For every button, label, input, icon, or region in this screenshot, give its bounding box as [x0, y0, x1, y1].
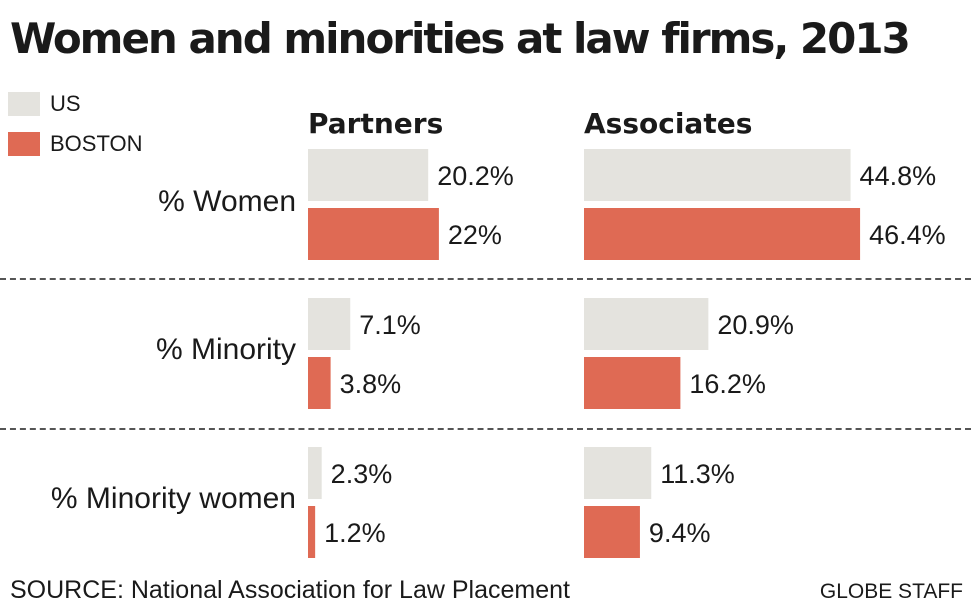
panel-header-partners: Partners [308, 107, 444, 140]
bar-value-label: 44.8% [860, 161, 937, 191]
legend-label-us: US [50, 91, 81, 116]
bar-us-associates-1 [584, 298, 709, 350]
bar-value-label: 20.2% [437, 161, 514, 191]
row-label-women: % Women [158, 185, 296, 218]
bar-boston-associates-0 [584, 208, 861, 260]
row-divider [0, 428, 971, 430]
bar-boston-associates-2 [584, 506, 640, 558]
row-divider [0, 278, 971, 280]
bar-us-partners-1 [308, 298, 351, 350]
bar-us-partners-0 [308, 149, 429, 201]
bar-boston-associates-1 [584, 357, 681, 409]
bar-value-label: 7.1% [359, 310, 421, 340]
bar-value-label: 16.2% [689, 369, 766, 399]
source-note: SOURCE: National Association for Law Pla… [10, 576, 570, 604]
credit-line: GLOBE STAFF [819, 580, 963, 603]
chart-title: Women and minorities at law firms, 2013 [10, 14, 911, 63]
panel-header-associates: Associates [584, 107, 753, 140]
bar-boston-partners-1 [308, 357, 331, 409]
bar-us-associates-2 [584, 447, 652, 499]
legend-label-boston: BOSTON [50, 131, 143, 156]
row-label-minority: % Minority [155, 333, 296, 366]
row-label-minority-women: % Minority women [50, 482, 296, 515]
bar-value-label: 3.8% [340, 369, 402, 399]
bar-boston-partners-2 [308, 506, 316, 558]
bar-value-label: 1.2% [324, 518, 386, 548]
bar-value-label: 9.4% [649, 518, 711, 548]
bar-us-partners-2 [308, 447, 322, 499]
legend-swatch-boston [8, 132, 40, 156]
legend-item-us: US [8, 91, 81, 117]
bar-boston-partners-0 [308, 208, 439, 260]
bar-value-label: 20.9% [717, 310, 794, 340]
legend-item-boston: BOSTON [8, 131, 143, 157]
legend-swatch-us [8, 92, 40, 116]
bar-value-label: 22% [448, 220, 502, 250]
bar-value-label: 2.3% [331, 459, 393, 489]
bar-value-label: 46.4% [869, 220, 946, 250]
bar-us-associates-0 [584, 149, 851, 201]
bar-value-label: 11.3% [660, 459, 735, 489]
